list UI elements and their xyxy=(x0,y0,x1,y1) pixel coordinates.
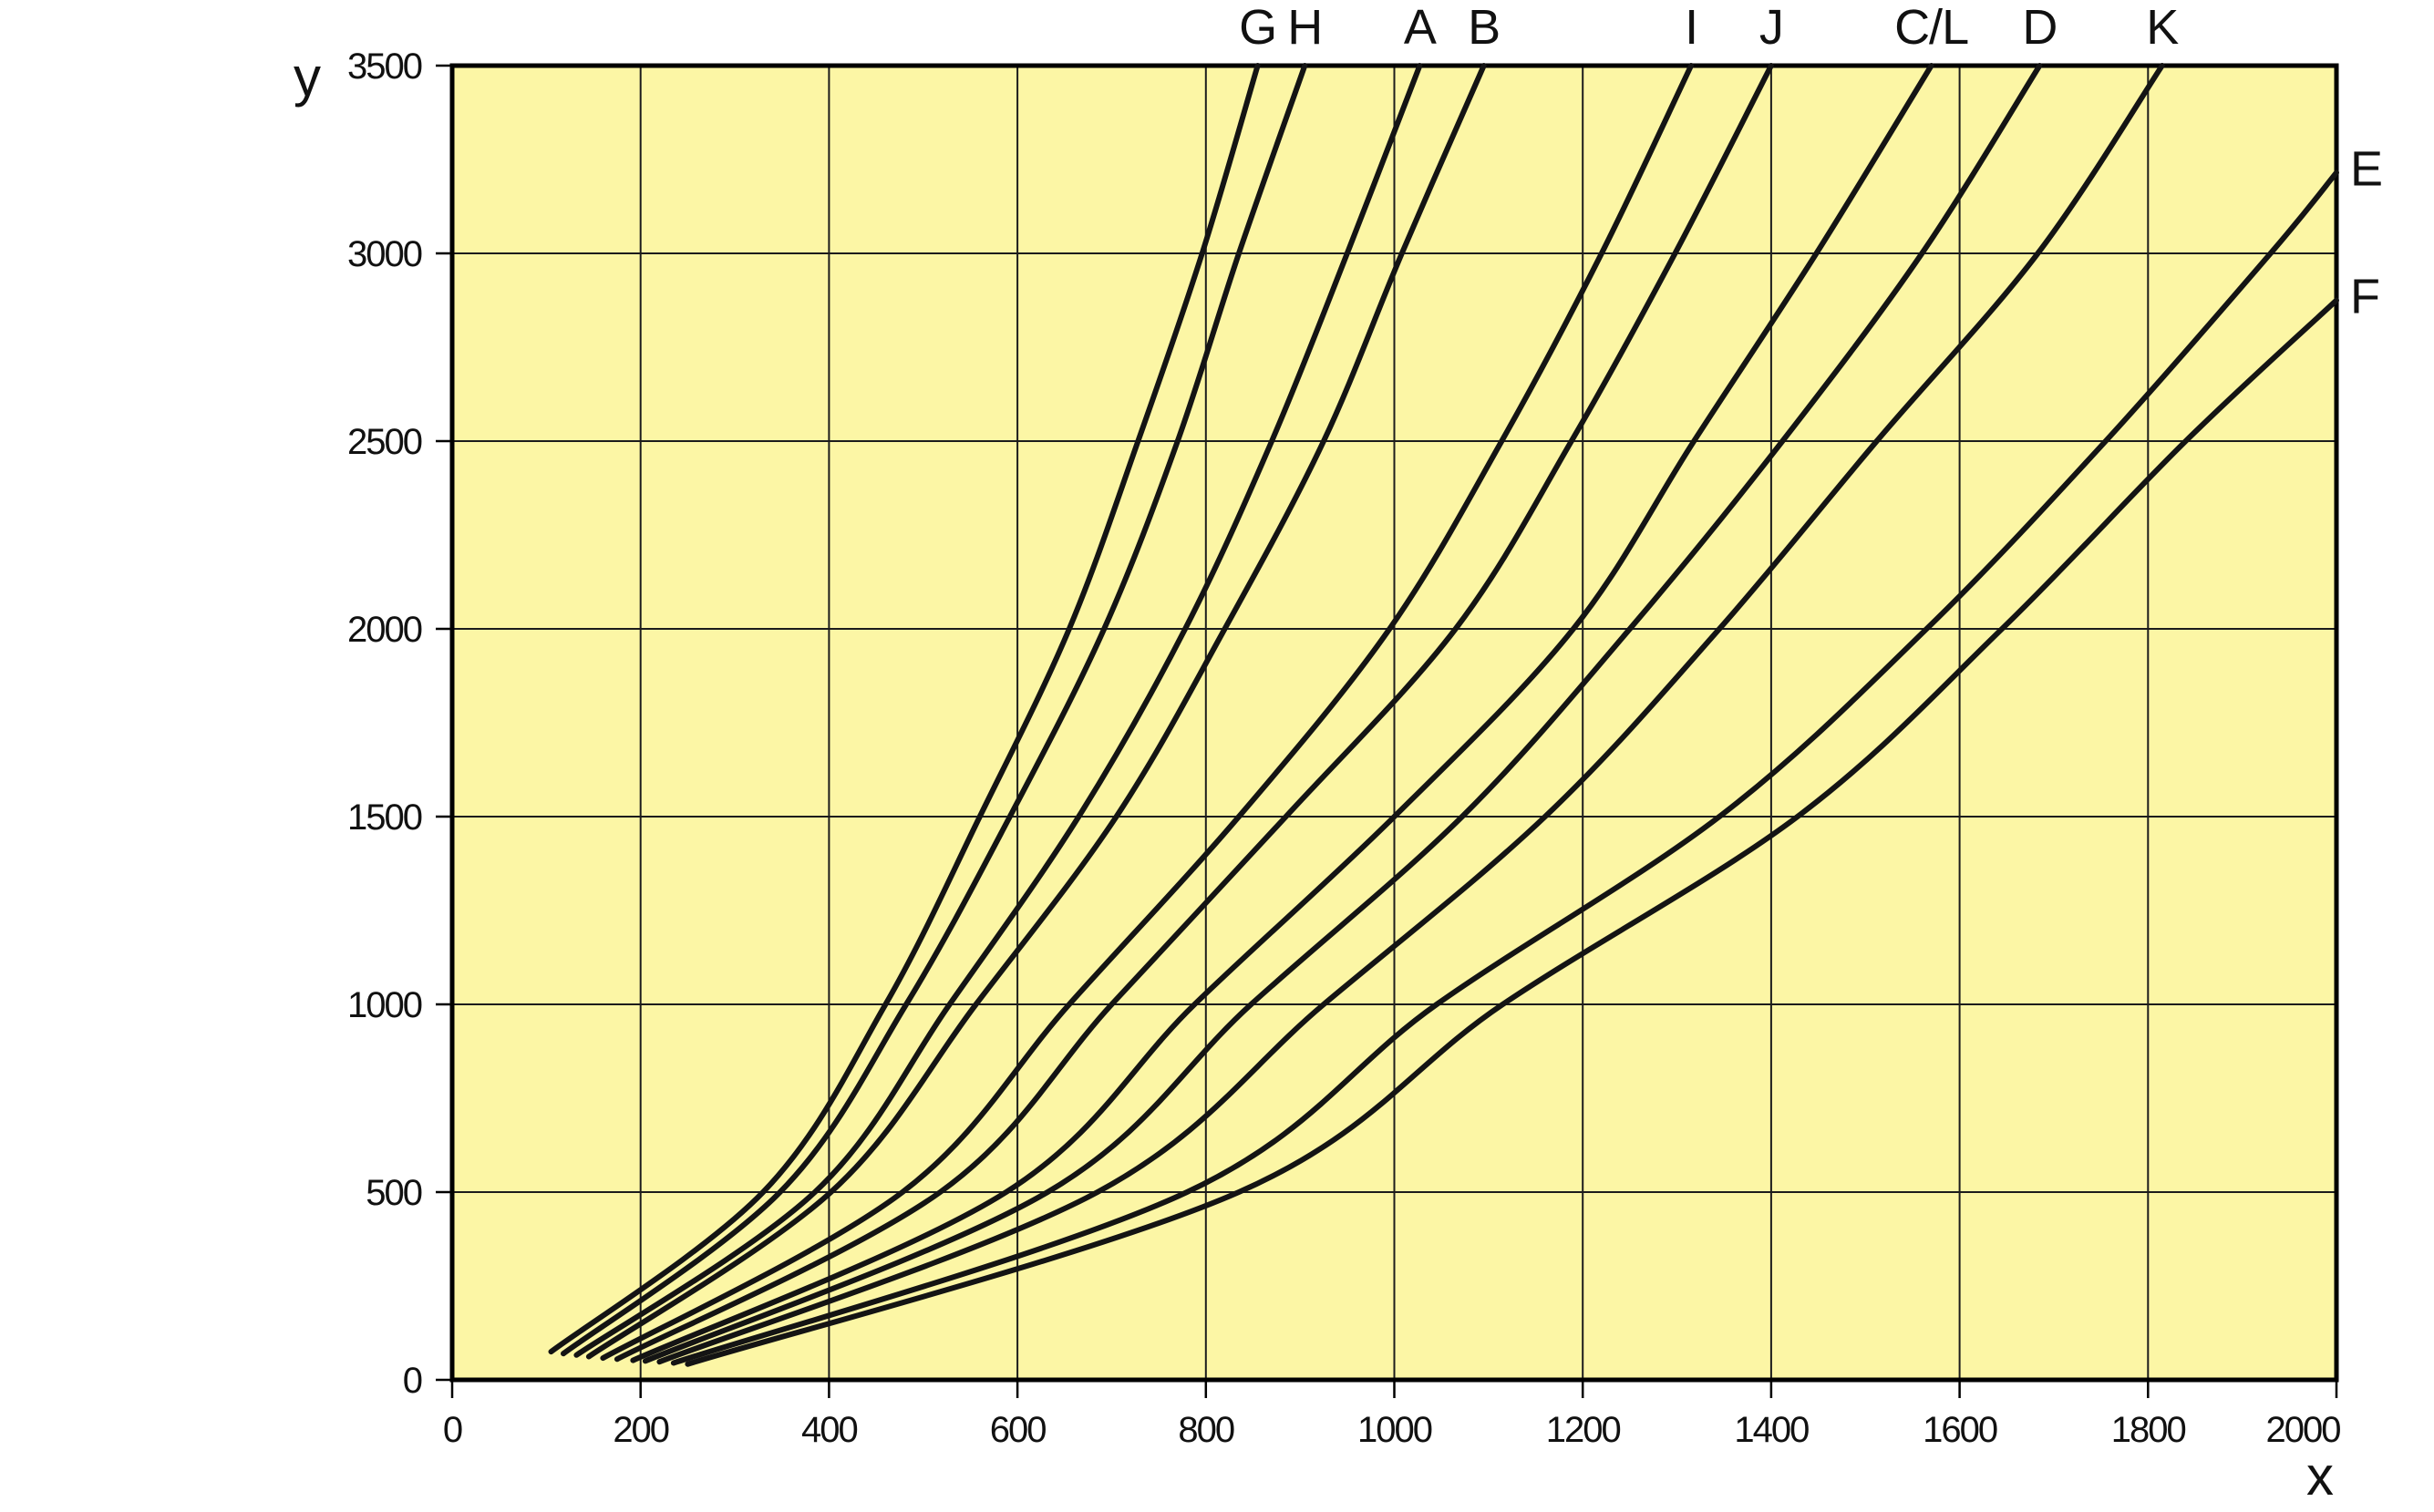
x-tick-label-1000: 1000 xyxy=(1357,1410,1432,1450)
x-axis-title: x xyxy=(2306,1445,2334,1507)
plot-border xyxy=(449,63,2339,1383)
y-axis-title: y xyxy=(294,46,321,108)
x-tick-label-600: 600 xyxy=(990,1410,1046,1450)
y-tick-label-1500: 1500 xyxy=(347,797,422,838)
y-tick-label-2000: 2000 xyxy=(347,610,422,650)
y-tick-label-3500: 3500 xyxy=(347,46,422,87)
curve-a xyxy=(573,63,1423,1358)
y-tick-label-3000: 3000 xyxy=(347,234,422,274)
x-tick-label-1600: 1600 xyxy=(1923,1410,1997,1450)
curve-j xyxy=(614,63,1774,1363)
curve-k xyxy=(656,63,2165,1365)
y-tick-label-500: 500 xyxy=(366,1173,421,1213)
x-tick-label-200: 200 xyxy=(613,1410,668,1450)
curve-label-k: K xyxy=(2146,0,2179,55)
curve-label-h: H xyxy=(1287,0,1322,55)
x-tick-label-0: 0 xyxy=(443,1410,462,1450)
x-tick-label-1200: 1200 xyxy=(1546,1410,1621,1450)
y-tick-label-0: 0 xyxy=(403,1361,422,1401)
curve-label-i: I xyxy=(1685,0,1697,55)
x-tick-label-800: 800 xyxy=(1178,1410,1233,1450)
curve-g xyxy=(548,63,1261,1355)
x-tick-label-2000: 2000 xyxy=(2266,1410,2341,1450)
curve-i xyxy=(600,63,1695,1362)
curve-label-c-l: C/L xyxy=(1894,0,1968,55)
curve-label-b: B xyxy=(1468,0,1500,55)
curve-e xyxy=(670,170,2339,1366)
x-tick-label-1400: 1400 xyxy=(1734,1410,1809,1450)
x-tick-label-1800: 1800 xyxy=(2111,1410,2186,1450)
curve-c-l xyxy=(630,63,1934,1363)
x-tick-label-400: 400 xyxy=(801,1410,857,1450)
curve-label-g: G xyxy=(1239,0,1276,55)
y-tick-label-2500: 2500 xyxy=(347,422,422,462)
curve-label-f: F xyxy=(2350,270,2379,324)
curve-label-d: D xyxy=(2022,0,2057,55)
curve-label-j: J xyxy=(1759,0,1783,55)
curve-label-a: A xyxy=(1404,0,1437,55)
y-tick-label-1000: 1000 xyxy=(347,985,422,1025)
curve-label-e: E xyxy=(2350,141,2382,196)
curve-d xyxy=(642,63,2043,1364)
curve-f xyxy=(685,297,2339,1367)
curve-h xyxy=(561,63,1308,1357)
curve-b xyxy=(585,63,1487,1360)
